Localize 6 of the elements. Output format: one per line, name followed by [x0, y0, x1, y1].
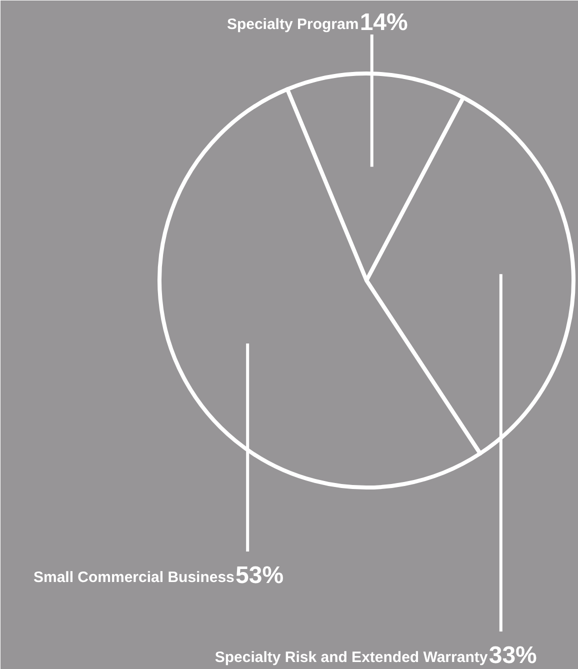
slice-label: Specialty Risk and Extended Warranty [214, 649, 488, 666]
slice-label: Small Commercial Business [33, 569, 234, 586]
data-label: 53% [236, 562, 284, 589]
data-label: 14% [360, 9, 408, 36]
data-label: 33% [488, 642, 537, 669]
slice-label: Specialty Program [226, 16, 359, 33]
